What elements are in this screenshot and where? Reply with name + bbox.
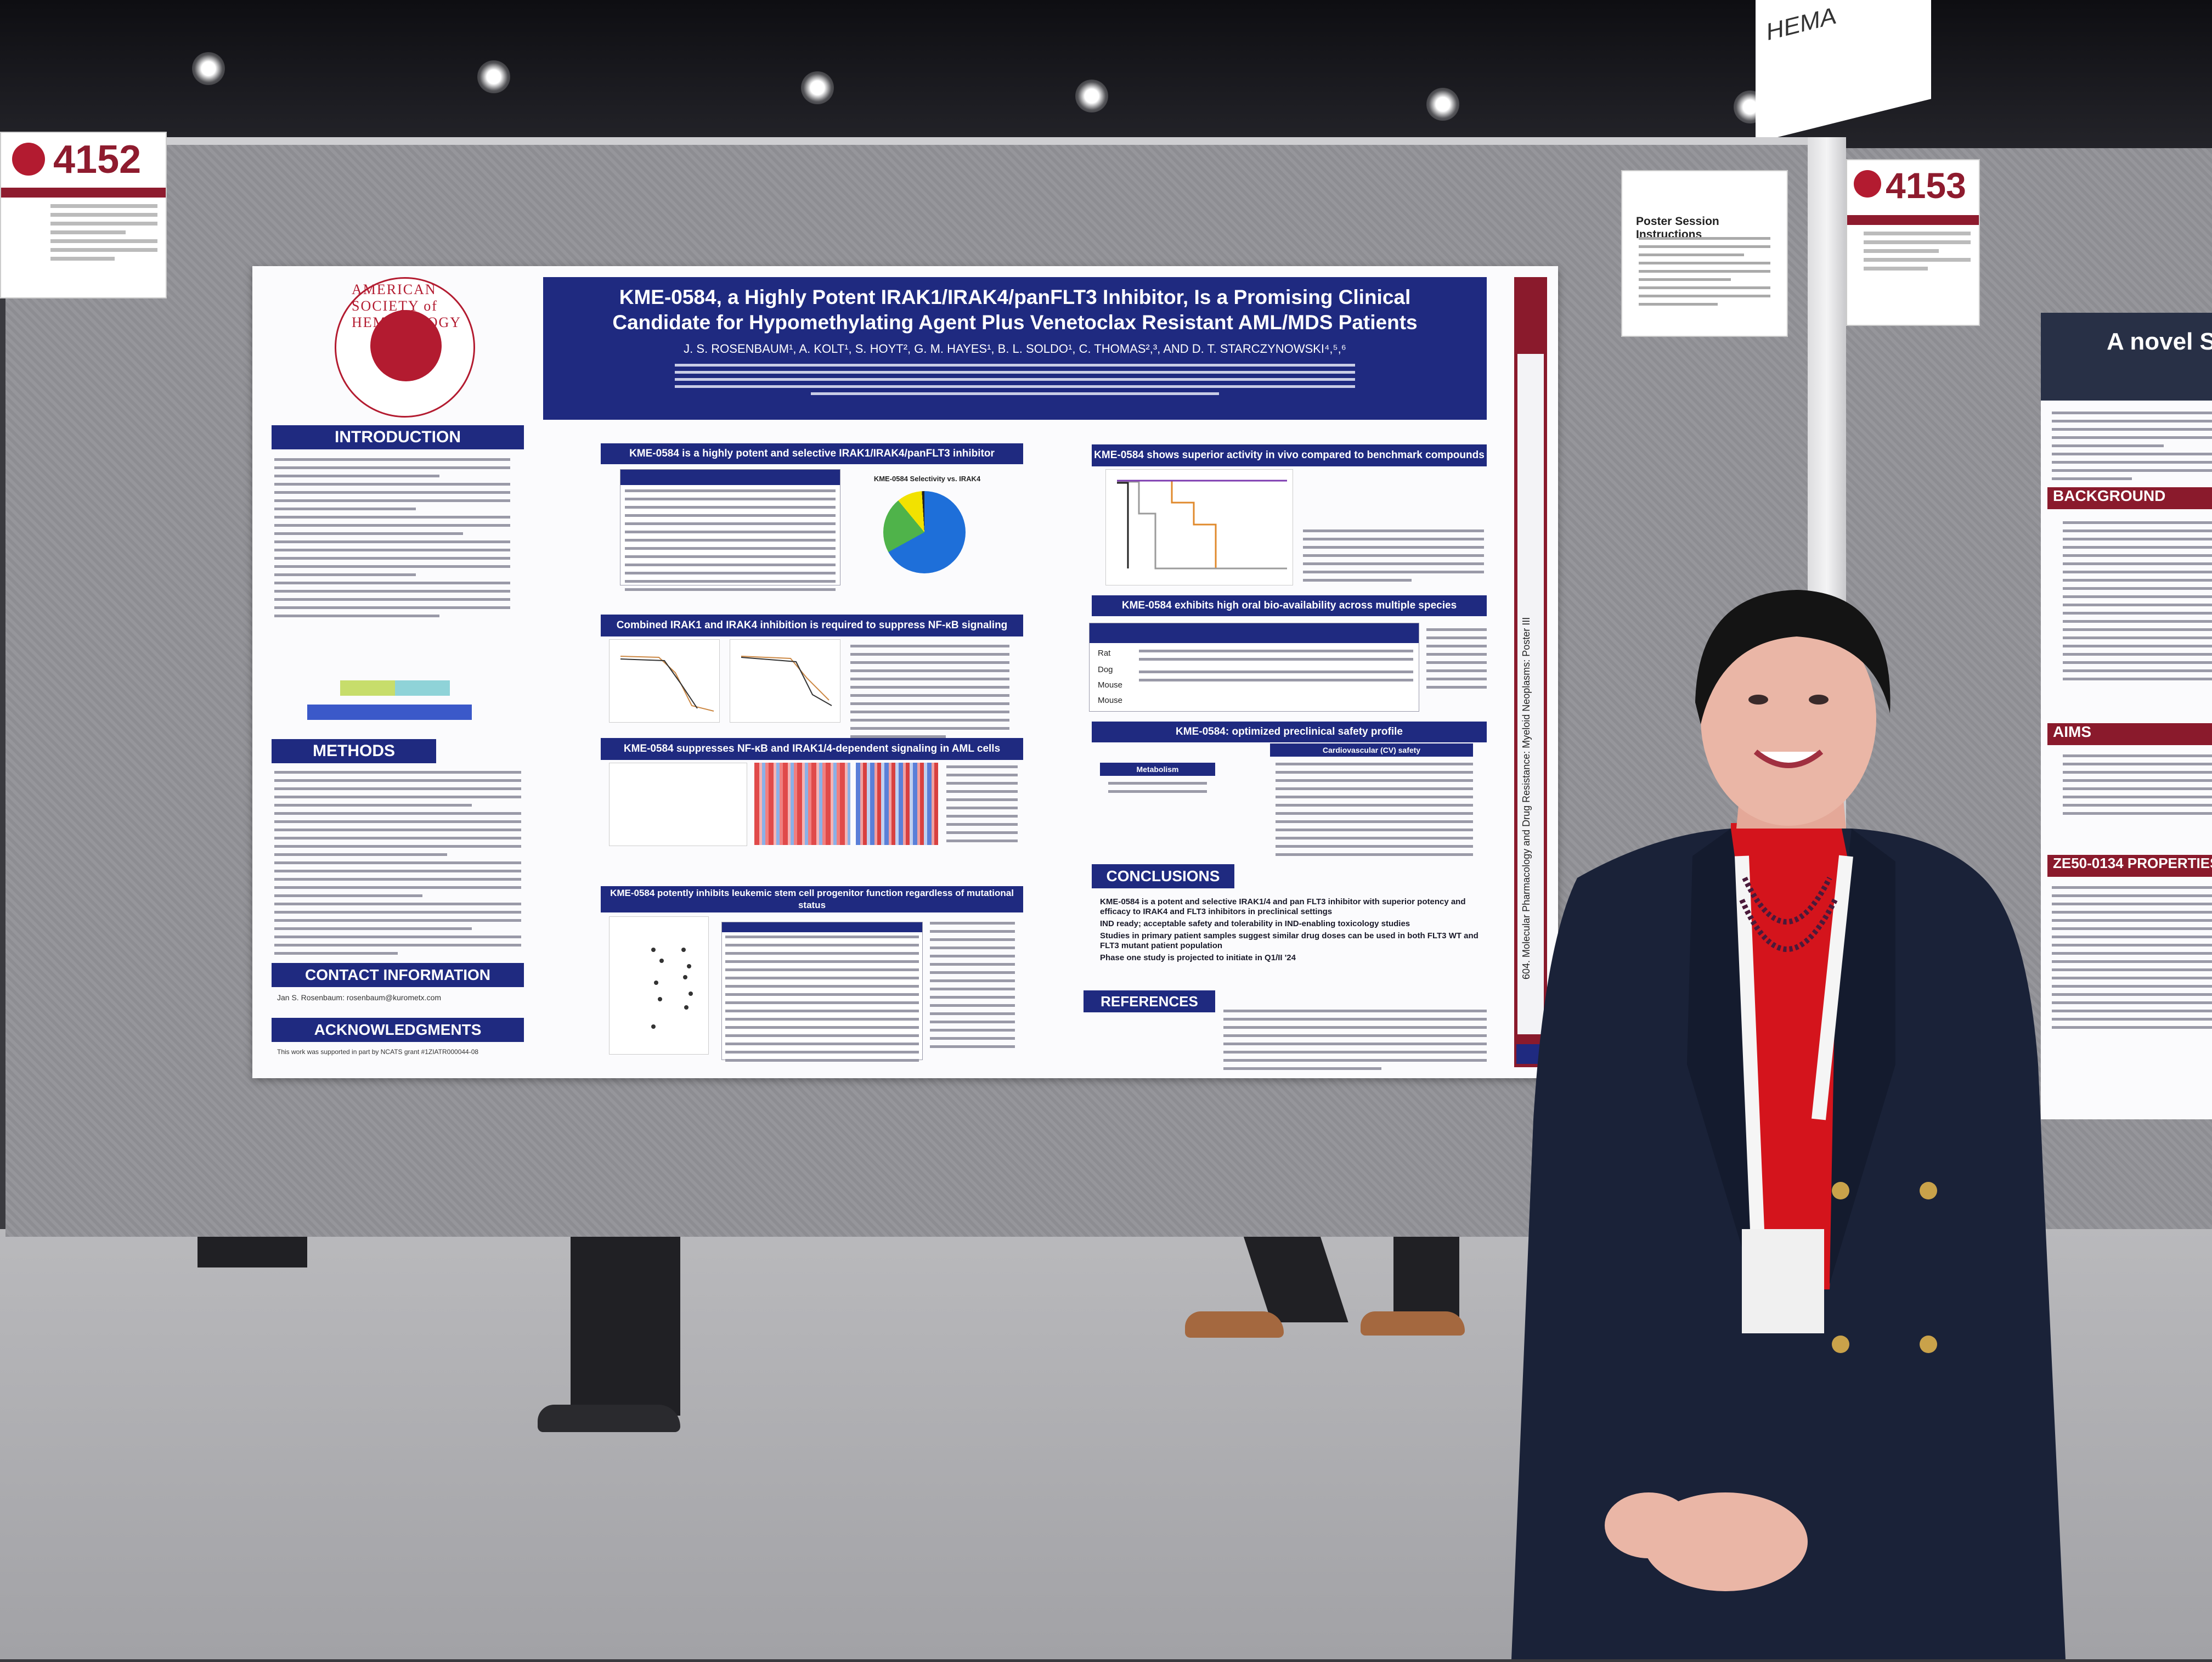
acknowledgments-text: This work was supported in part by NCATS… — [277, 1048, 479, 1056]
pk-species-rat: Rat — [1098, 649, 1111, 658]
poster-number: 4153 — [1886, 165, 1966, 206]
section-bioavailability-header: KME-0584 exhibits high oral bio-availabi… — [1092, 595, 1487, 616]
poster-title-line2: Candidate for Hypomethylating Agent Plus… — [612, 311, 1418, 334]
conclusion-item: IND ready; acceptable safety and tolerab… — [1100, 919, 1410, 928]
neighbor-background-header: BACKGROUND — [2047, 487, 2212, 509]
ash-logo: AMERICAN SOCIETY of HEMATOLOGY — [252, 266, 538, 425]
conclusions-header: CONCLUSIONS — [1092, 864, 1234, 888]
background-shoe — [1361, 1311, 1465, 1336]
pk-species-mouse-2: Mouse — [1098, 696, 1123, 705]
acknowledgments-header: ACKNOWLEDGMENTS — [272, 1018, 524, 1042]
contact-text: Jan S. Rosenbaum: rosenbaum@kurometx.com — [277, 993, 442, 1002]
ceiling-light — [1075, 80, 1108, 112]
background-shoe — [1185, 1311, 1284, 1338]
ash-logo-icon — [12, 143, 45, 176]
section-selectivity-header: KME-0584 is a highly potent and selectiv… — [601, 443, 1023, 464]
poster-sidebar: 604. Molecular Pharmacology and Drug Res… — [1514, 277, 1547, 1067]
poster-authors: J. S. ROSENBAUM¹, A. KOLT¹, S. HOYT², G.… — [684, 342, 1346, 356]
section-safety-header: KME-0584: optimized preclinical safety p… — [1092, 722, 1487, 742]
presenter-person — [1511, 571, 2082, 1659]
session-instructions-card: Poster Session Instructions — [1621, 170, 1788, 337]
section-in-vivo-header: KME-0584 shows superior activity in vivo… — [1092, 444, 1487, 466]
neighbor-properties-header: ZE50-0134 PROPERTIES — [2047, 855, 2212, 877]
ceiling-light — [1426, 88, 1459, 121]
conclusion-item: Studies in primary patient samples sugge… — [1100, 931, 1479, 950]
selectivity-pie-chart — [883, 491, 966, 573]
section-stem-cell-header: KME-0584 potently inhibits leukemic stem… — [601, 886, 1023, 912]
poster-number-card-left: 4152 — [0, 132, 167, 298]
survival-curve — [1105, 469, 1293, 585]
heatmap-a — [754, 763, 850, 845]
dose-response-chart-a — [609, 639, 720, 723]
ceiling-light — [192, 52, 225, 85]
metabolism-header: Metabolism — [1100, 763, 1215, 776]
kinase-table — [620, 469, 840, 591]
conclusions-list: KME-0584 is a potent and selective IRAK1… — [1100, 897, 1495, 963]
background-legs — [1393, 1229, 1459, 1317]
poster-number-card-right: 4153 — [1846, 159, 1980, 326]
ash-logo-icon — [1854, 170, 1881, 198]
section-nfkb-header: Combined IRAK1 and IRAK4 inhibition is r… — [601, 615, 1023, 636]
hanging-sign-text: HEMA — [1767, 2, 1837, 47]
references-header: REFERENCES — [1084, 990, 1215, 1012]
patient-table — [721, 922, 923, 1062]
pk-species-dog: Dog — [1098, 665, 1113, 674]
ceiling-light — [477, 60, 510, 93]
poster-number: 4152 — [53, 138, 142, 182]
methods-header: METHODS — [272, 739, 436, 763]
ceiling-light — [801, 71, 834, 104]
pk-table: Rat Dog Mouse Mouse — [1089, 623, 1419, 712]
scatter-plot — [609, 916, 709, 1055]
contact-header: CONTACT INFORMATION — [272, 963, 524, 987]
dose-response-chart-b — [730, 639, 840, 723]
research-poster: AMERICAN SOCIETY of HEMATOLOGY KME-0584,… — [252, 266, 1558, 1078]
neighbor-poster: A novel S BACKGROUND AIMS ZE50-0134 PROP… — [2041, 313, 2212, 1119]
neighbor-aims-header: AIMS — [2047, 723, 2212, 745]
section-aml-signaling-header: KME-0584 suppresses NF-κB and IRAK1/4-de… — [601, 738, 1023, 760]
cv-safety-header: Cardiovascular (CV) safety — [1270, 743, 1473, 757]
poster-title-banner: KME-0584, a Highly Potent IRAK1/IRAK4/pa… — [543, 277, 1487, 420]
conclusion-item: Phase one study is projected to initiate… — [1100, 953, 1296, 962]
heatmap-b — [856, 763, 938, 845]
conclusion-item: KME-0584 is a potent and selective IRAK1… — [1100, 897, 1466, 916]
background-shoe — [538, 1405, 680, 1432]
pca-plot — [609, 763, 747, 846]
background-legs — [571, 1229, 680, 1416]
selectivity-pie-title: KME-0584 Selectivity vs. IRAK4 — [873, 475, 981, 483]
poster-title-line1: KME-0584, a Highly Potent IRAK1/IRAK4/pa… — [619, 286, 1411, 308]
pk-species-mouse: Mouse — [1098, 680, 1123, 690]
neighbor-poster-title: A novel S — [2107, 328, 2212, 355]
pathway-diagram — [285, 675, 505, 724]
ash-emblem-icon — [370, 310, 442, 381]
introduction-header: INTRODUCTION — [272, 425, 524, 449]
